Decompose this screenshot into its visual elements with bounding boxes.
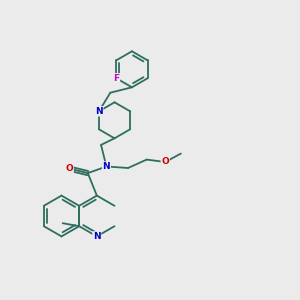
Text: O: O <box>65 164 73 173</box>
Text: O: O <box>161 158 169 166</box>
Text: F: F <box>113 74 119 83</box>
Text: N: N <box>95 107 103 116</box>
Text: N: N <box>93 232 100 241</box>
Text: N: N <box>103 162 110 171</box>
